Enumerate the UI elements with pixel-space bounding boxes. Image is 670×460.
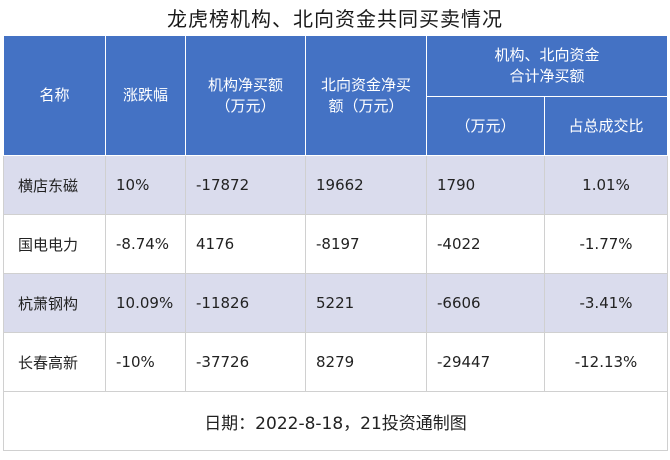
cell-ratio: 1.01%	[543, 155, 669, 215]
cell-northbound-net: -8197	[305, 214, 427, 274]
cell-northbound-net: 19662	[305, 155, 427, 215]
table-footer-row: 日期：2022-8-18，21投资通制图	[2, 391, 669, 451]
cell-name: 长春高新	[3, 332, 106, 392]
cell-institution-net: -17872	[185, 155, 306, 215]
cell-institution-net: -11826	[185, 273, 306, 333]
cell-change: 10.09%	[105, 273, 186, 333]
cell-combined: 1790	[426, 155, 545, 215]
cell-name: 国电电力	[3, 214, 106, 274]
header-combined-amount: （万元）	[426, 96, 545, 156]
header-combined-ratio: 占总成交比	[543, 96, 669, 156]
cell-northbound-net: 5221	[305, 273, 427, 333]
cell-combined: -4022	[426, 214, 545, 274]
cell-ratio: -1.77%	[543, 214, 669, 274]
data-table: 名称 涨跌幅 机构净买额 （万元） 北向资金净买 额（万元） 机构、北向资金 合…	[2, 35, 669, 451]
table-row: 国电电力 -8.74% 4176 -8197 -4022 -1.77%	[3, 214, 669, 274]
table-row: 横店东磁 10% -17872 19662 1790 1.01%	[3, 155, 669, 215]
header-northbound-net: 北向资金净买 额（万元）	[305, 35, 427, 156]
header-combined-line1: 机构、北向资金	[494, 46, 600, 64]
cell-change: -10%	[105, 332, 186, 392]
cell-name: 杭萧钢构	[3, 273, 106, 333]
header-institution-net: 机构净买额 （万元）	[185, 35, 306, 156]
cell-ratio: -3.41%	[543, 273, 669, 333]
footer-caption: 日期：2022-8-18，21投资通制图	[2, 391, 669, 451]
cell-change: 10%	[105, 155, 186, 215]
header-name: 名称	[3, 35, 106, 156]
cell-institution-net: -37726	[185, 332, 306, 392]
cell-change: -8.74%	[105, 214, 186, 274]
header-change: 涨跌幅	[105, 35, 186, 156]
cell-institution-net: 4176	[185, 214, 306, 274]
table-row: 杭萧钢构 10.09% -11826 5221 -6606 -3.41%	[3, 273, 669, 333]
cell-name: 横店东磁	[3, 155, 106, 215]
header-northbound-net-line2: 额（万元）	[328, 96, 404, 115]
table-row: 长春高新 -10% -37726 8279 -29447 -12.13%	[3, 332, 669, 392]
header-institution-net-line1: 机构净买额	[207, 75, 283, 94]
header-combined-line2: 合计净买额	[509, 67, 585, 85]
header-combined: 机构、北向资金 合计净买额	[425, 35, 669, 97]
cell-ratio: -12.13%	[543, 332, 669, 392]
cell-combined: -6606	[426, 273, 545, 333]
header-institution-net-line2: （万元）	[215, 96, 276, 115]
cell-northbound-net: 8279	[305, 332, 427, 392]
cell-combined: -29447	[426, 332, 545, 392]
header-northbound-net-line1: 北向资金净买	[320, 75, 411, 94]
table-title: 龙虎榜机构、北向资金共同买卖情况	[167, 7, 503, 31]
